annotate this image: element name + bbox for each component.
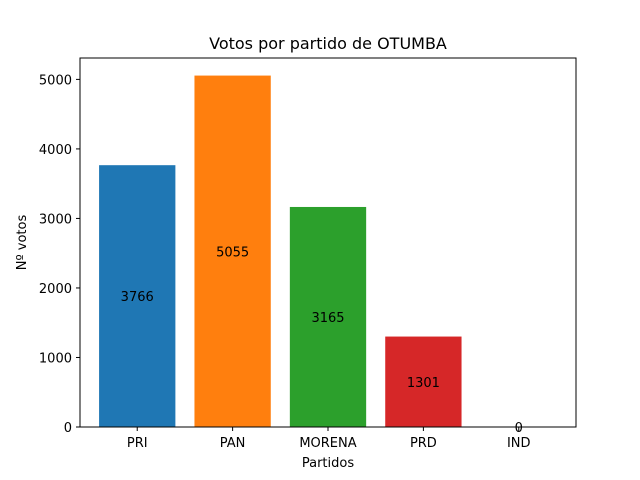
data-label-pan: 5055 [216,245,249,260]
x-ticks-layer: PRI PAN MORENA PRD IND [127,427,531,451]
bar-morena [289,206,367,427]
y-tick-label: 1000 [39,351,72,366]
data-label-prd: 1301 [407,376,440,391]
x-tick-label: PAN [220,436,246,451]
data-label-pri: 3766 [121,290,154,305]
y-tick-label: 2000 [39,282,72,297]
bar-pri [99,165,176,428]
y-axis-title: Nº votos [15,215,30,271]
y-tick-label: 5000 [39,73,72,88]
y-tick-label: 0 [64,421,72,436]
x-tick-label: MORENA [299,436,356,451]
chart-title: Votos por partido de OTUMBA [209,34,447,53]
x-tick-label: IND [507,436,531,451]
bars-layer [99,75,462,428]
y-tick-label: 3000 [39,212,72,227]
x-tick-label: PRD [410,436,437,451]
bar-pan [194,75,271,428]
x-axis-title: Partidos [302,456,354,471]
bar-prd [385,336,462,427]
y-ticks-layer: 0 1000 2000 3000 4000 5000 [39,73,80,436]
data-label-morena: 3165 [311,311,344,326]
y-tick-label: 4000 [39,143,72,158]
x-tick-label: PRI [127,436,148,451]
